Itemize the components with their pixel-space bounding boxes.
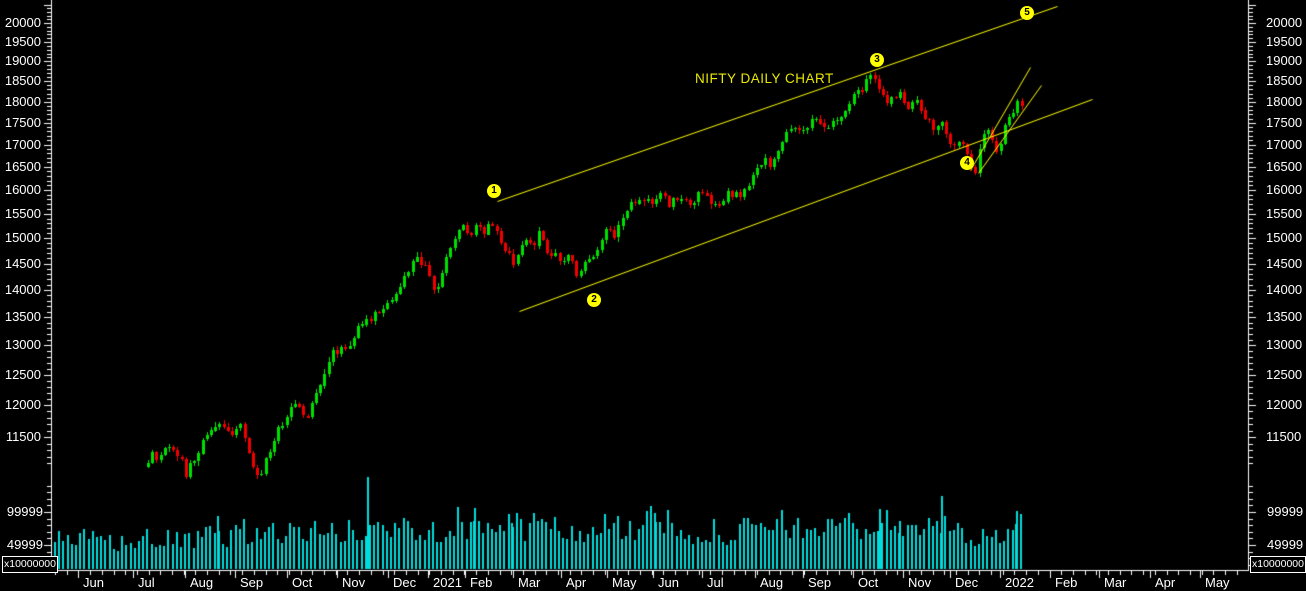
price-tick-label: 17000 (4, 137, 41, 152)
price-tick-label: 19500 (1266, 34, 1303, 49)
price-tick-label: 19500 (4, 34, 41, 49)
month-label-mar: Mar (1104, 575, 1127, 590)
month-label-sep: Sep (808, 575, 832, 590)
month-label-may: May (612, 575, 637, 590)
wave-label-2: 2 (587, 293, 601, 307)
volume-multiplier-left: x10000000 (2, 556, 58, 573)
price-tick-label: 13500 (1266, 309, 1303, 324)
month-label-aug: Aug (760, 575, 784, 590)
price-tick-label: 14000 (4, 282, 41, 297)
month-label-oct: Oct (292, 575, 313, 590)
price-tick-label: 19000 (4, 53, 41, 68)
price-tick-label: 15000 (4, 230, 41, 245)
chart-title: NIFTY DAILY CHART (695, 71, 834, 86)
month-label-sep: Sep (240, 575, 264, 590)
month-label-dec: Dec (393, 575, 417, 590)
wave-label-3: 3 (870, 53, 884, 67)
wave-label-5: 5 (1020, 6, 1034, 20)
price-tick-label: 15500 (4, 206, 41, 221)
price-tick-label: 12000 (1266, 397, 1303, 412)
price-tick-label: 20000 (4, 15, 41, 30)
month-label-may: May (1205, 575, 1230, 590)
price-tick-label: 12500 (1266, 367, 1303, 382)
month-label-nov: Nov (342, 575, 366, 590)
price-tick-label: 15000 (1266, 230, 1303, 245)
volume-multiplier-right: x10000000 (1250, 556, 1306, 573)
month-label-apr: Apr (566, 575, 587, 590)
volume-tick-label: 49999 (1267, 537, 1304, 552)
price-tick-label: 18500 (1266, 73, 1303, 88)
price-tick-label: 14500 (1266, 256, 1303, 271)
price-tick-label: 18500 (4, 73, 41, 88)
wave-label-1: 1 (487, 184, 501, 198)
price-tick-label: 13000 (1266, 337, 1303, 352)
price-tick-label: 16500 (1266, 159, 1303, 174)
month-label-jun: Jun (658, 575, 679, 590)
price-tick-label: 14000 (1266, 282, 1303, 297)
month-label-feb: Feb (470, 575, 493, 590)
price-tick-label: 19000 (1266, 53, 1303, 68)
price-tick-label: 18000 (1266, 94, 1303, 109)
price-tick-label: 15500 (1266, 206, 1303, 221)
month-label-nov: Nov (908, 575, 932, 590)
price-tick-label: 17000 (1266, 137, 1303, 152)
price-tick-label: 14500 (4, 256, 41, 271)
price-tick-label: 17500 (1266, 115, 1303, 130)
month-label-aug: Aug (190, 575, 214, 590)
month-label-dec: Dec (955, 575, 979, 590)
month-label-mar: Mar (518, 575, 541, 590)
month-label-jun: Jun (83, 575, 104, 590)
month-label-2021: 2021 (433, 575, 462, 590)
price-tick-label: 12500 (4, 367, 41, 382)
price-tick-label: 20000 (1266, 15, 1303, 30)
price-tick-label: 18000 (4, 94, 41, 109)
wave-label-4: 4 (960, 156, 974, 170)
price-tick-label: 16500 (4, 159, 41, 174)
month-label-jul: Jul (138, 575, 155, 590)
month-label-jul: Jul (707, 575, 724, 590)
price-tick-label: 13000 (4, 337, 41, 352)
volume-tick-label: 99999 (1267, 504, 1304, 519)
price-tick-label: 17500 (4, 115, 41, 130)
price-tick-label: 16000 (1266, 182, 1303, 197)
price-tick-label: 13500 (4, 309, 41, 324)
month-label-feb: Feb (1055, 575, 1078, 590)
month-label-2022: 2022 (1005, 575, 1034, 590)
price-tick-label: 11500 (1266, 429, 1302, 444)
price-tick-label: 11500 (5, 429, 41, 444)
volume-tick-label: 49999 (6, 537, 43, 552)
volume-tick-label: 99999 (6, 504, 43, 519)
month-label-apr: Apr (1155, 575, 1176, 590)
price-tick-label: 12000 (4, 397, 41, 412)
price-tick-label: 16000 (4, 182, 41, 197)
month-label-oct: Oct (858, 575, 879, 590)
